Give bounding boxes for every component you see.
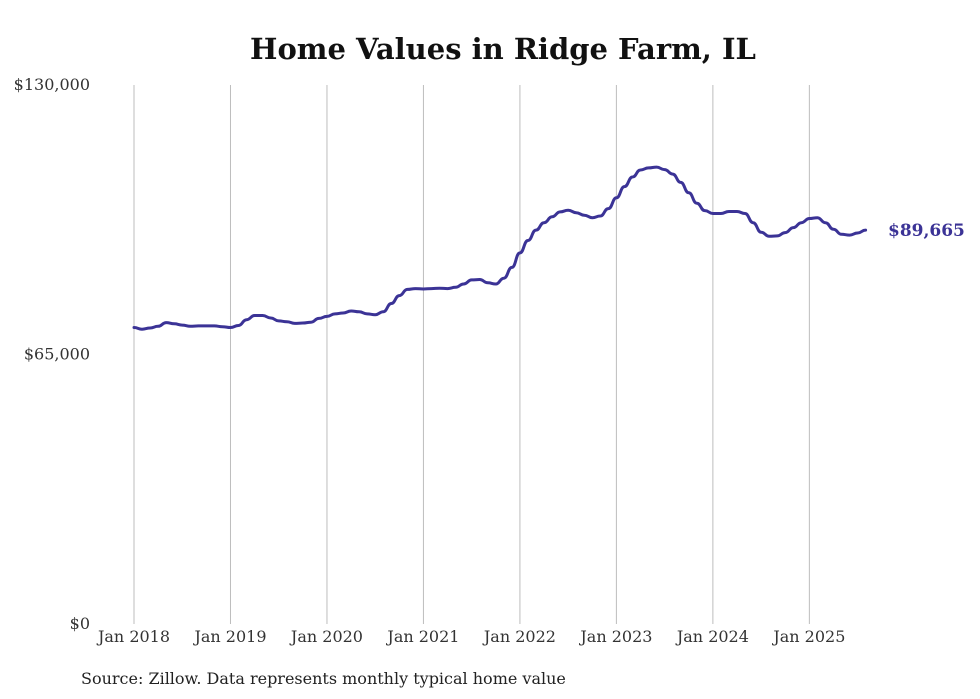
source-note: Source: Zillow. Data represents monthly …: [81, 669, 566, 688]
x-tick-label: Jan 2020: [289, 627, 363, 646]
y-tick-label: $0: [70, 614, 90, 633]
series-layer: [132, 165, 868, 331]
x-tick-label: Jan 2024: [675, 627, 749, 646]
y-axis-tick-labels: $0 $65,000 $130,000: [14, 75, 90, 633]
chart-title: Home Values in Ridge Farm, IL: [250, 32, 756, 66]
x-tick-label: Jan 2023: [578, 627, 652, 646]
y-tick-label: $65,000: [24, 345, 90, 364]
x-tick-label: Jan 2019: [192, 627, 266, 646]
x-tick-label: Jan 2018: [96, 627, 170, 646]
series-line-home-value: [132, 165, 868, 331]
vertical-gridlines: [133, 85, 810, 624]
x-tick-label: Jan 2021: [385, 627, 459, 646]
y-tick-label: $130,000: [14, 75, 90, 94]
x-axis-tick-labels: Jan 2018 Jan 2019 Jan 2020 Jan 2021 Jan 2022…: [96, 627, 845, 646]
x-tick-label: Jan 2025: [771, 627, 845, 646]
x-tick-label: Jan 2022: [482, 627, 556, 646]
end-value-label: $89,665: [888, 221, 965, 241]
